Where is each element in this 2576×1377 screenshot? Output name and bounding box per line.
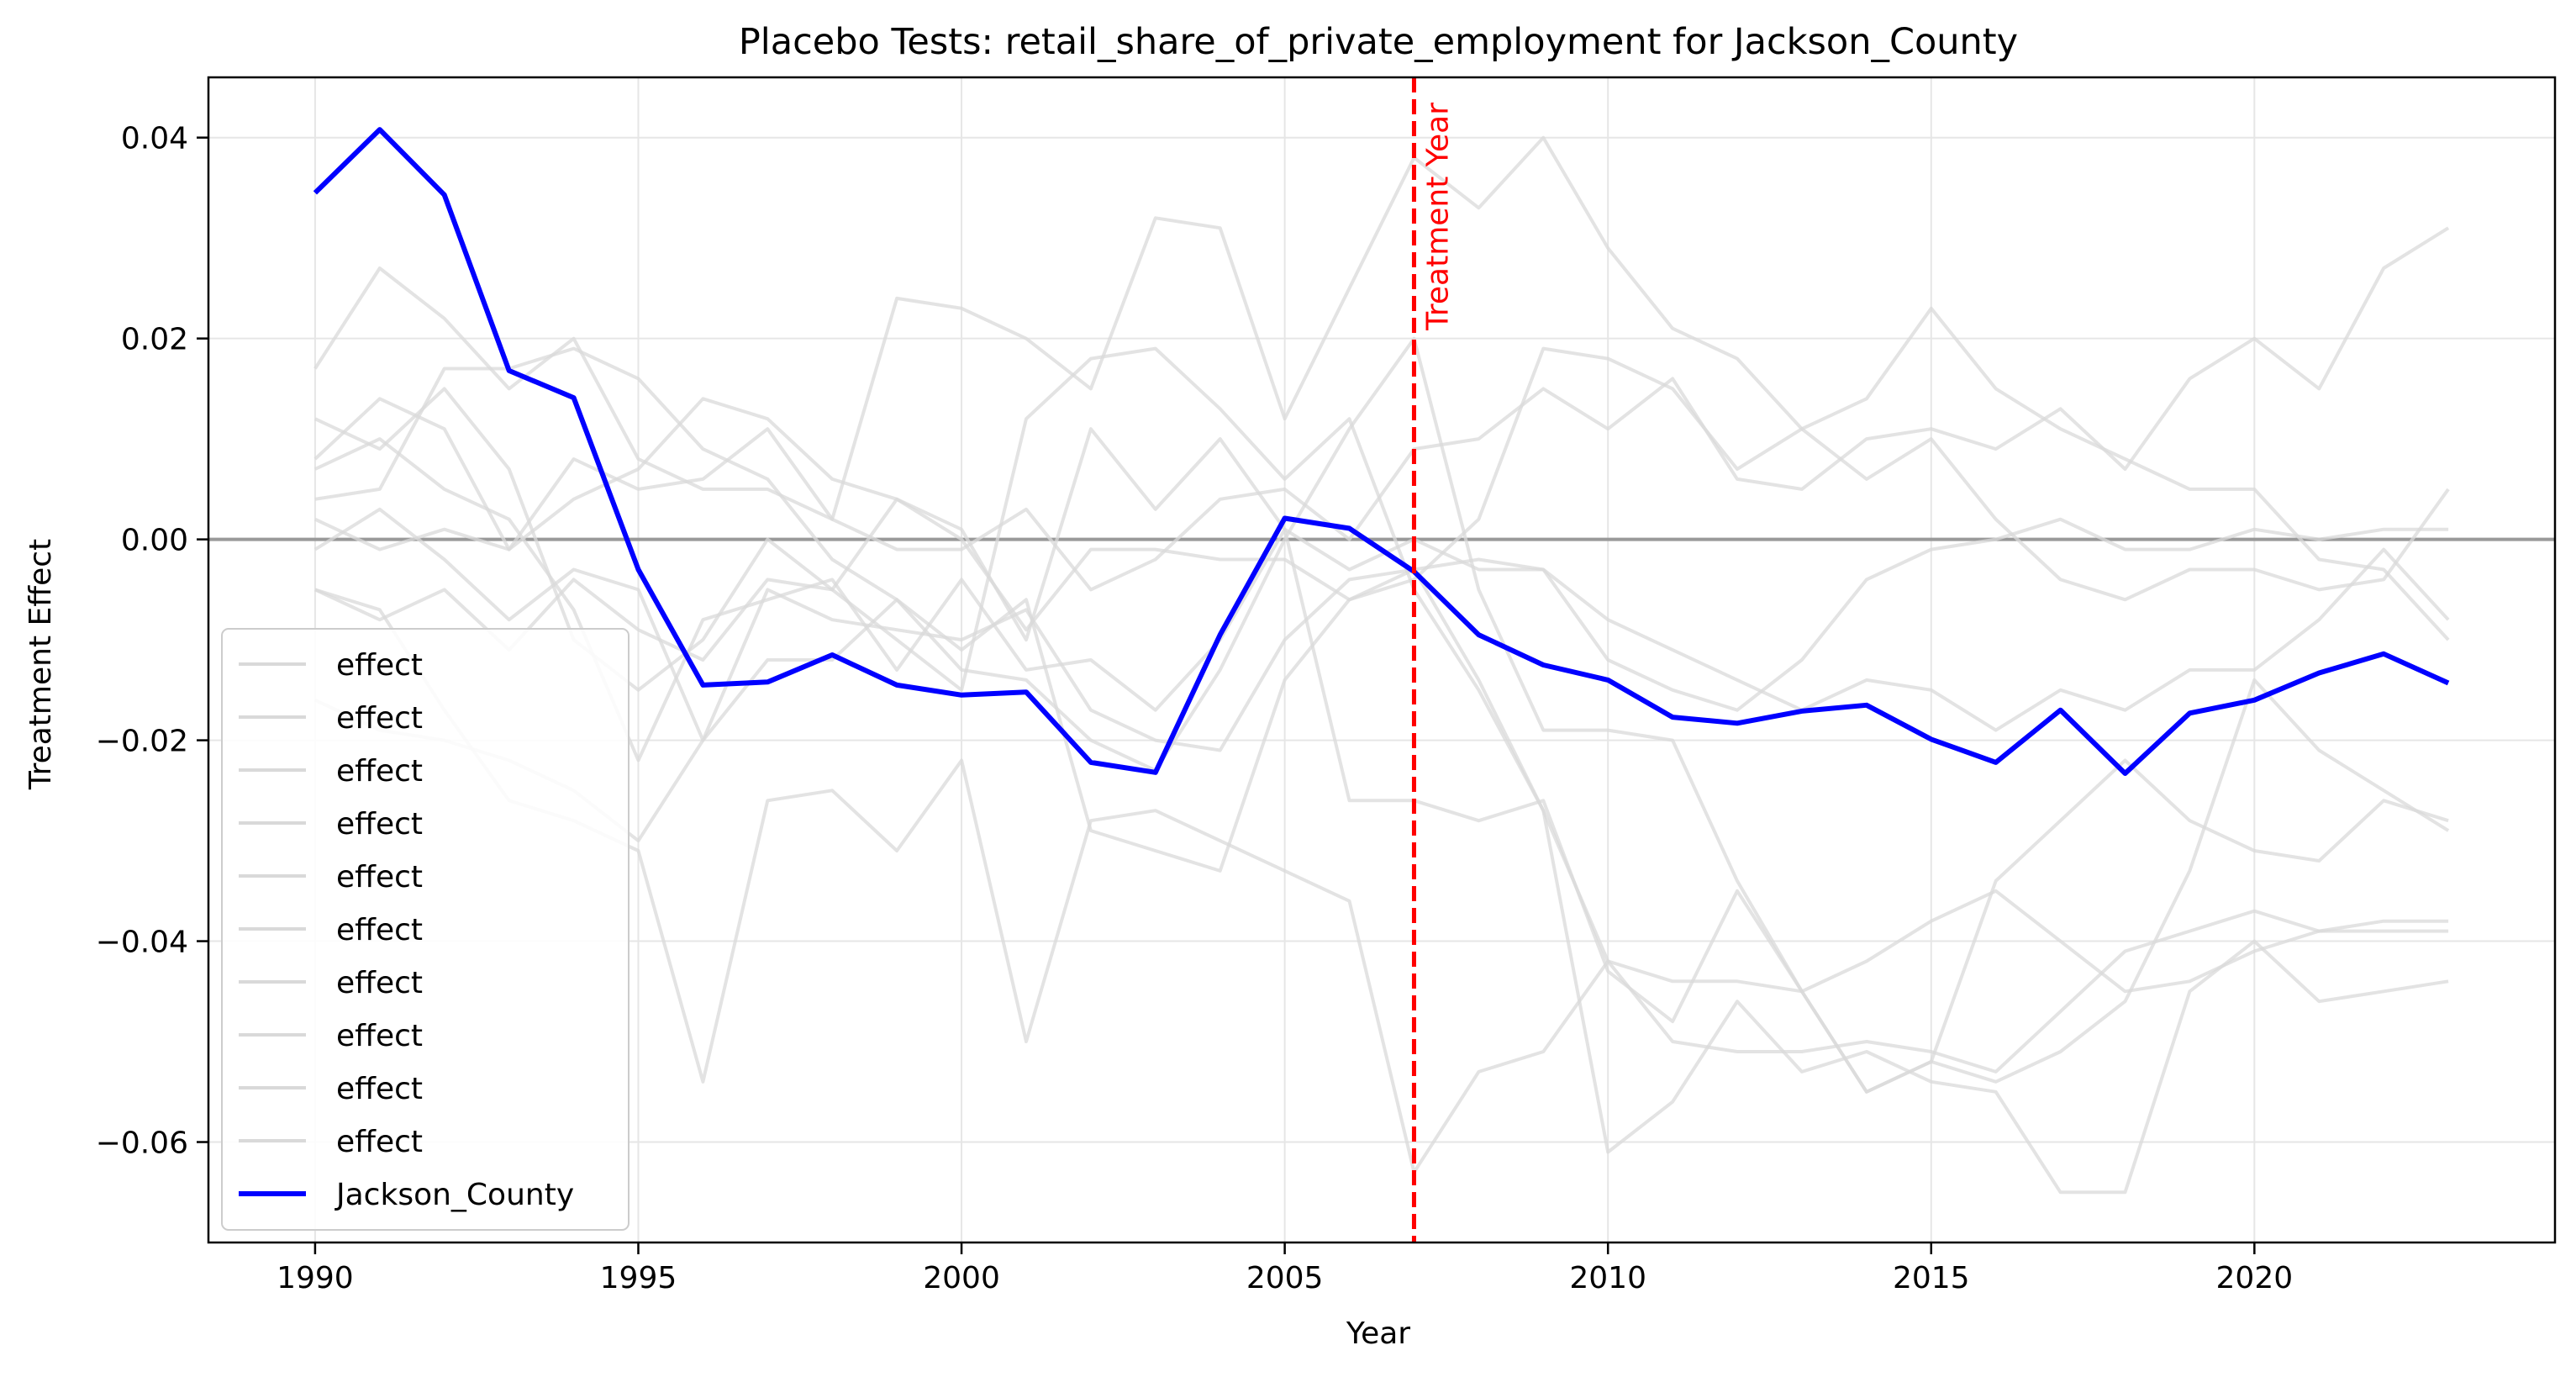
legend-entry: effect <box>336 648 423 683</box>
x-axis-title: Year <box>1346 1316 1410 1351</box>
series-line-jackson-county <box>313 127 2450 776</box>
legend-entry: effect <box>336 701 423 736</box>
series-line-placebo-7 <box>314 588 2449 1174</box>
treatment-year-label: Treatment Year <box>1420 103 1455 331</box>
legend-entry: effect <box>336 966 423 1000</box>
legend-entry: effect <box>336 860 423 894</box>
series-line-placebo-3 <box>313 226 2450 592</box>
x-tick-label: 2010 <box>1569 1261 1646 1295</box>
legend-entry: effect <box>336 913 423 947</box>
series-line-placebo-8 <box>314 437 2449 1094</box>
legend: effect effect effect effect effect effect effe… <box>221 628 630 1231</box>
series-line-placebo-10 <box>314 306 2450 662</box>
series-line-placebo-5 <box>314 397 2449 712</box>
series-line-placebo-4 <box>314 346 2450 873</box>
legend-entry: effect <box>336 1125 423 1159</box>
legend-entry: effect <box>336 754 423 789</box>
x-tick-label: 2020 <box>2216 1261 2294 1295</box>
y-axis-title: Treatment Effect <box>24 539 58 790</box>
series-line-placebo-1 <box>313 135 2450 602</box>
x-tick-label: 2000 <box>923 1261 1000 1295</box>
x-tick-label: 2005 <box>1246 1261 1324 1295</box>
plot-frame <box>207 76 2557 1244</box>
legend-entry: effect <box>336 807 423 842</box>
series-layer <box>313 127 2450 1195</box>
y-tick-label: 0.00 <box>121 524 188 558</box>
legend-box <box>221 628 630 1231</box>
y-tick-label: −0.04 <box>96 926 188 960</box>
treatment-layer: Treatment Year <box>1411 77 1455 1242</box>
x-tick-label: 2015 <box>1893 1261 1970 1295</box>
series-line-placebo-9 <box>314 336 2450 1094</box>
series-line-placebo-6 <box>313 507 2449 1195</box>
ticks-layer: 1990 1995 2000 2005 2010 2015 2020 0.04 0.02 0.00… <box>96 122 2293 1295</box>
y-tick-label: 0.02 <box>121 323 188 357</box>
x-tick-label: 1995 <box>600 1261 677 1295</box>
legend-entry: effect <box>336 1019 423 1053</box>
chart-title: Placebo Tests: retail_share_of_private_e… <box>739 21 2018 63</box>
y-tick-label: 0.04 <box>121 122 188 156</box>
legend-entry: effect <box>336 1072 423 1106</box>
legend-entry: Jackson_County <box>335 1178 574 1212</box>
x-tick-label: 1990 <box>277 1261 354 1295</box>
y-tick-label: −0.06 <box>96 1126 188 1161</box>
y-tick-label: −0.02 <box>96 725 188 759</box>
